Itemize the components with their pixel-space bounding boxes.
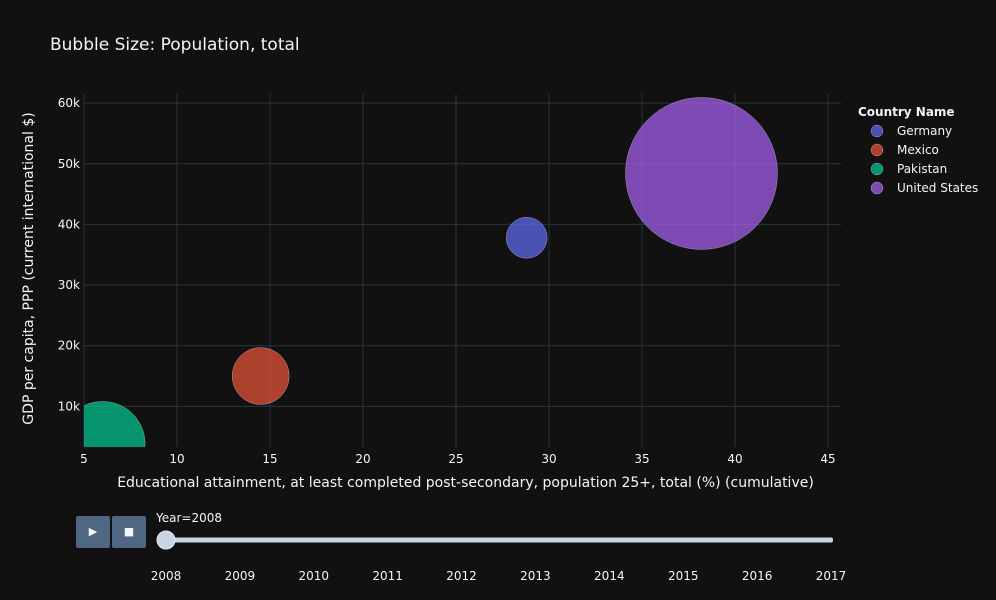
legend-marker (870, 181, 884, 195)
legend-item-germany[interactable]: Germany (897, 124, 952, 138)
x-tick-label: 25 (448, 452, 463, 466)
slider-step-label[interactable]: 2009 (225, 569, 256, 583)
legend-item-united-states[interactable]: United States (897, 181, 978, 195)
slider-step-label[interactable]: 2008 (151, 569, 182, 583)
x-tick-label: 40 (727, 452, 742, 466)
x-axis-title: Educational attainment, at least complet… (117, 475, 814, 491)
slider-step-label[interactable]: 2010 (299, 569, 330, 583)
slider-step-label[interactable]: 2011 (372, 569, 403, 583)
play-button[interactable]: ▶ (76, 516, 110, 548)
y-tick-label: 30k (58, 278, 80, 292)
bubble-mexico[interactable] (231, 347, 290, 405)
bubble-united-states[interactable] (625, 97, 778, 250)
slider-track (160, 537, 833, 543)
bubble-germany[interactable] (505, 216, 548, 259)
slider-step-label[interactable]: 2017 (816, 569, 847, 583)
x-tick-label: 35 (634, 452, 649, 466)
x-tick-label: 15 (262, 452, 277, 466)
slider-step-label[interactable]: 2014 (594, 569, 625, 583)
y-axis-title: GDP per capita, PPP (current internation… (21, 112, 37, 424)
legend-marker (870, 124, 884, 138)
x-tick-label: 45 (820, 452, 835, 466)
slider-step-label[interactable]: 2013 (520, 569, 551, 583)
slider-handle[interactable] (156, 530, 176, 550)
bubbles (60, 97, 778, 486)
slider-step-label[interactable]: 2016 (742, 569, 773, 583)
x-tick-label: 5 (80, 452, 88, 466)
y-tick-label: 60k (58, 96, 80, 110)
legend-marker (870, 162, 884, 176)
x-tick-label: 10 (169, 452, 184, 466)
legend-title: Country Name (858, 105, 955, 119)
bubble-pakistan[interactable] (60, 401, 146, 486)
y-tick-label: 20k (58, 339, 80, 353)
y-tick-label: 50k (58, 157, 80, 171)
slider-step-label[interactable]: 2015 (668, 569, 699, 583)
y-tick-label: 10k (58, 399, 80, 413)
legend-item-pakistan[interactable]: Pakistan (897, 162, 947, 176)
chart-title: Bubble Size: Population, total (50, 35, 300, 55)
y-tick-label: 40k (58, 217, 80, 231)
x-tick-label: 30 (541, 452, 556, 466)
slider-current-value: Year=2008 (155, 511, 222, 525)
legend-marker (870, 143, 884, 157)
x-tick-label: 20 (355, 452, 370, 466)
stop-button[interactable]: ■ (112, 516, 146, 548)
legend-item-mexico[interactable]: Mexico (897, 143, 939, 157)
slider-step-label[interactable]: 2012 (446, 569, 477, 583)
